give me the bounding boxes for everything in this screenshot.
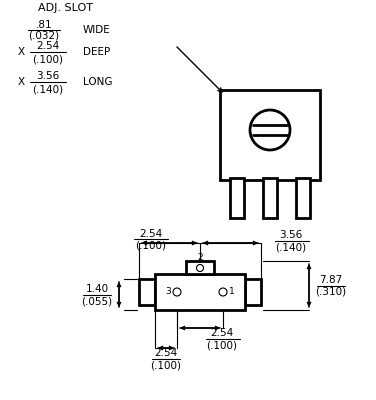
Bar (263, 178, 277, 218)
Text: (.100): (.100) (150, 361, 182, 371)
Text: 3.56: 3.56 (36, 71, 60, 81)
Bar (220, 90, 320, 180)
Bar (139, 279, 155, 305)
Text: 1.40: 1.40 (85, 284, 109, 294)
Text: (.310): (.310) (315, 287, 347, 297)
Bar (245, 279, 261, 305)
Bar (186, 261, 214, 274)
Text: 2: 2 (197, 254, 203, 262)
Text: 7.87: 7.87 (319, 275, 343, 285)
Text: (.140): (.140) (32, 84, 64, 94)
Text: (.140): (.140) (276, 242, 306, 252)
Text: X: X (18, 77, 25, 87)
Text: (.055): (.055) (82, 296, 112, 306)
Text: LONG: LONG (83, 77, 112, 87)
Text: DEEP: DEEP (83, 47, 110, 57)
Bar (155, 274, 245, 310)
Text: 1: 1 (229, 288, 235, 296)
Text: (.032): (.032) (29, 31, 59, 41)
Text: X: X (18, 47, 25, 57)
Text: 2.54: 2.54 (36, 41, 60, 51)
Bar (230, 178, 244, 218)
Text: .81: .81 (36, 20, 52, 30)
Text: 3.56: 3.56 (279, 230, 303, 240)
Text: 2.54: 2.54 (211, 328, 233, 338)
Text: 3: 3 (165, 288, 171, 296)
Text: (.100): (.100) (32, 54, 64, 64)
Text: (.100): (.100) (135, 240, 167, 250)
Text: 2.54: 2.54 (155, 348, 177, 358)
Text: ADJ. SLOT: ADJ. SLOT (38, 3, 93, 13)
Text: WIDE: WIDE (83, 25, 111, 35)
Text: 2.54: 2.54 (139, 229, 163, 239)
Bar (296, 178, 310, 218)
Text: (.100): (.100) (206, 341, 238, 351)
